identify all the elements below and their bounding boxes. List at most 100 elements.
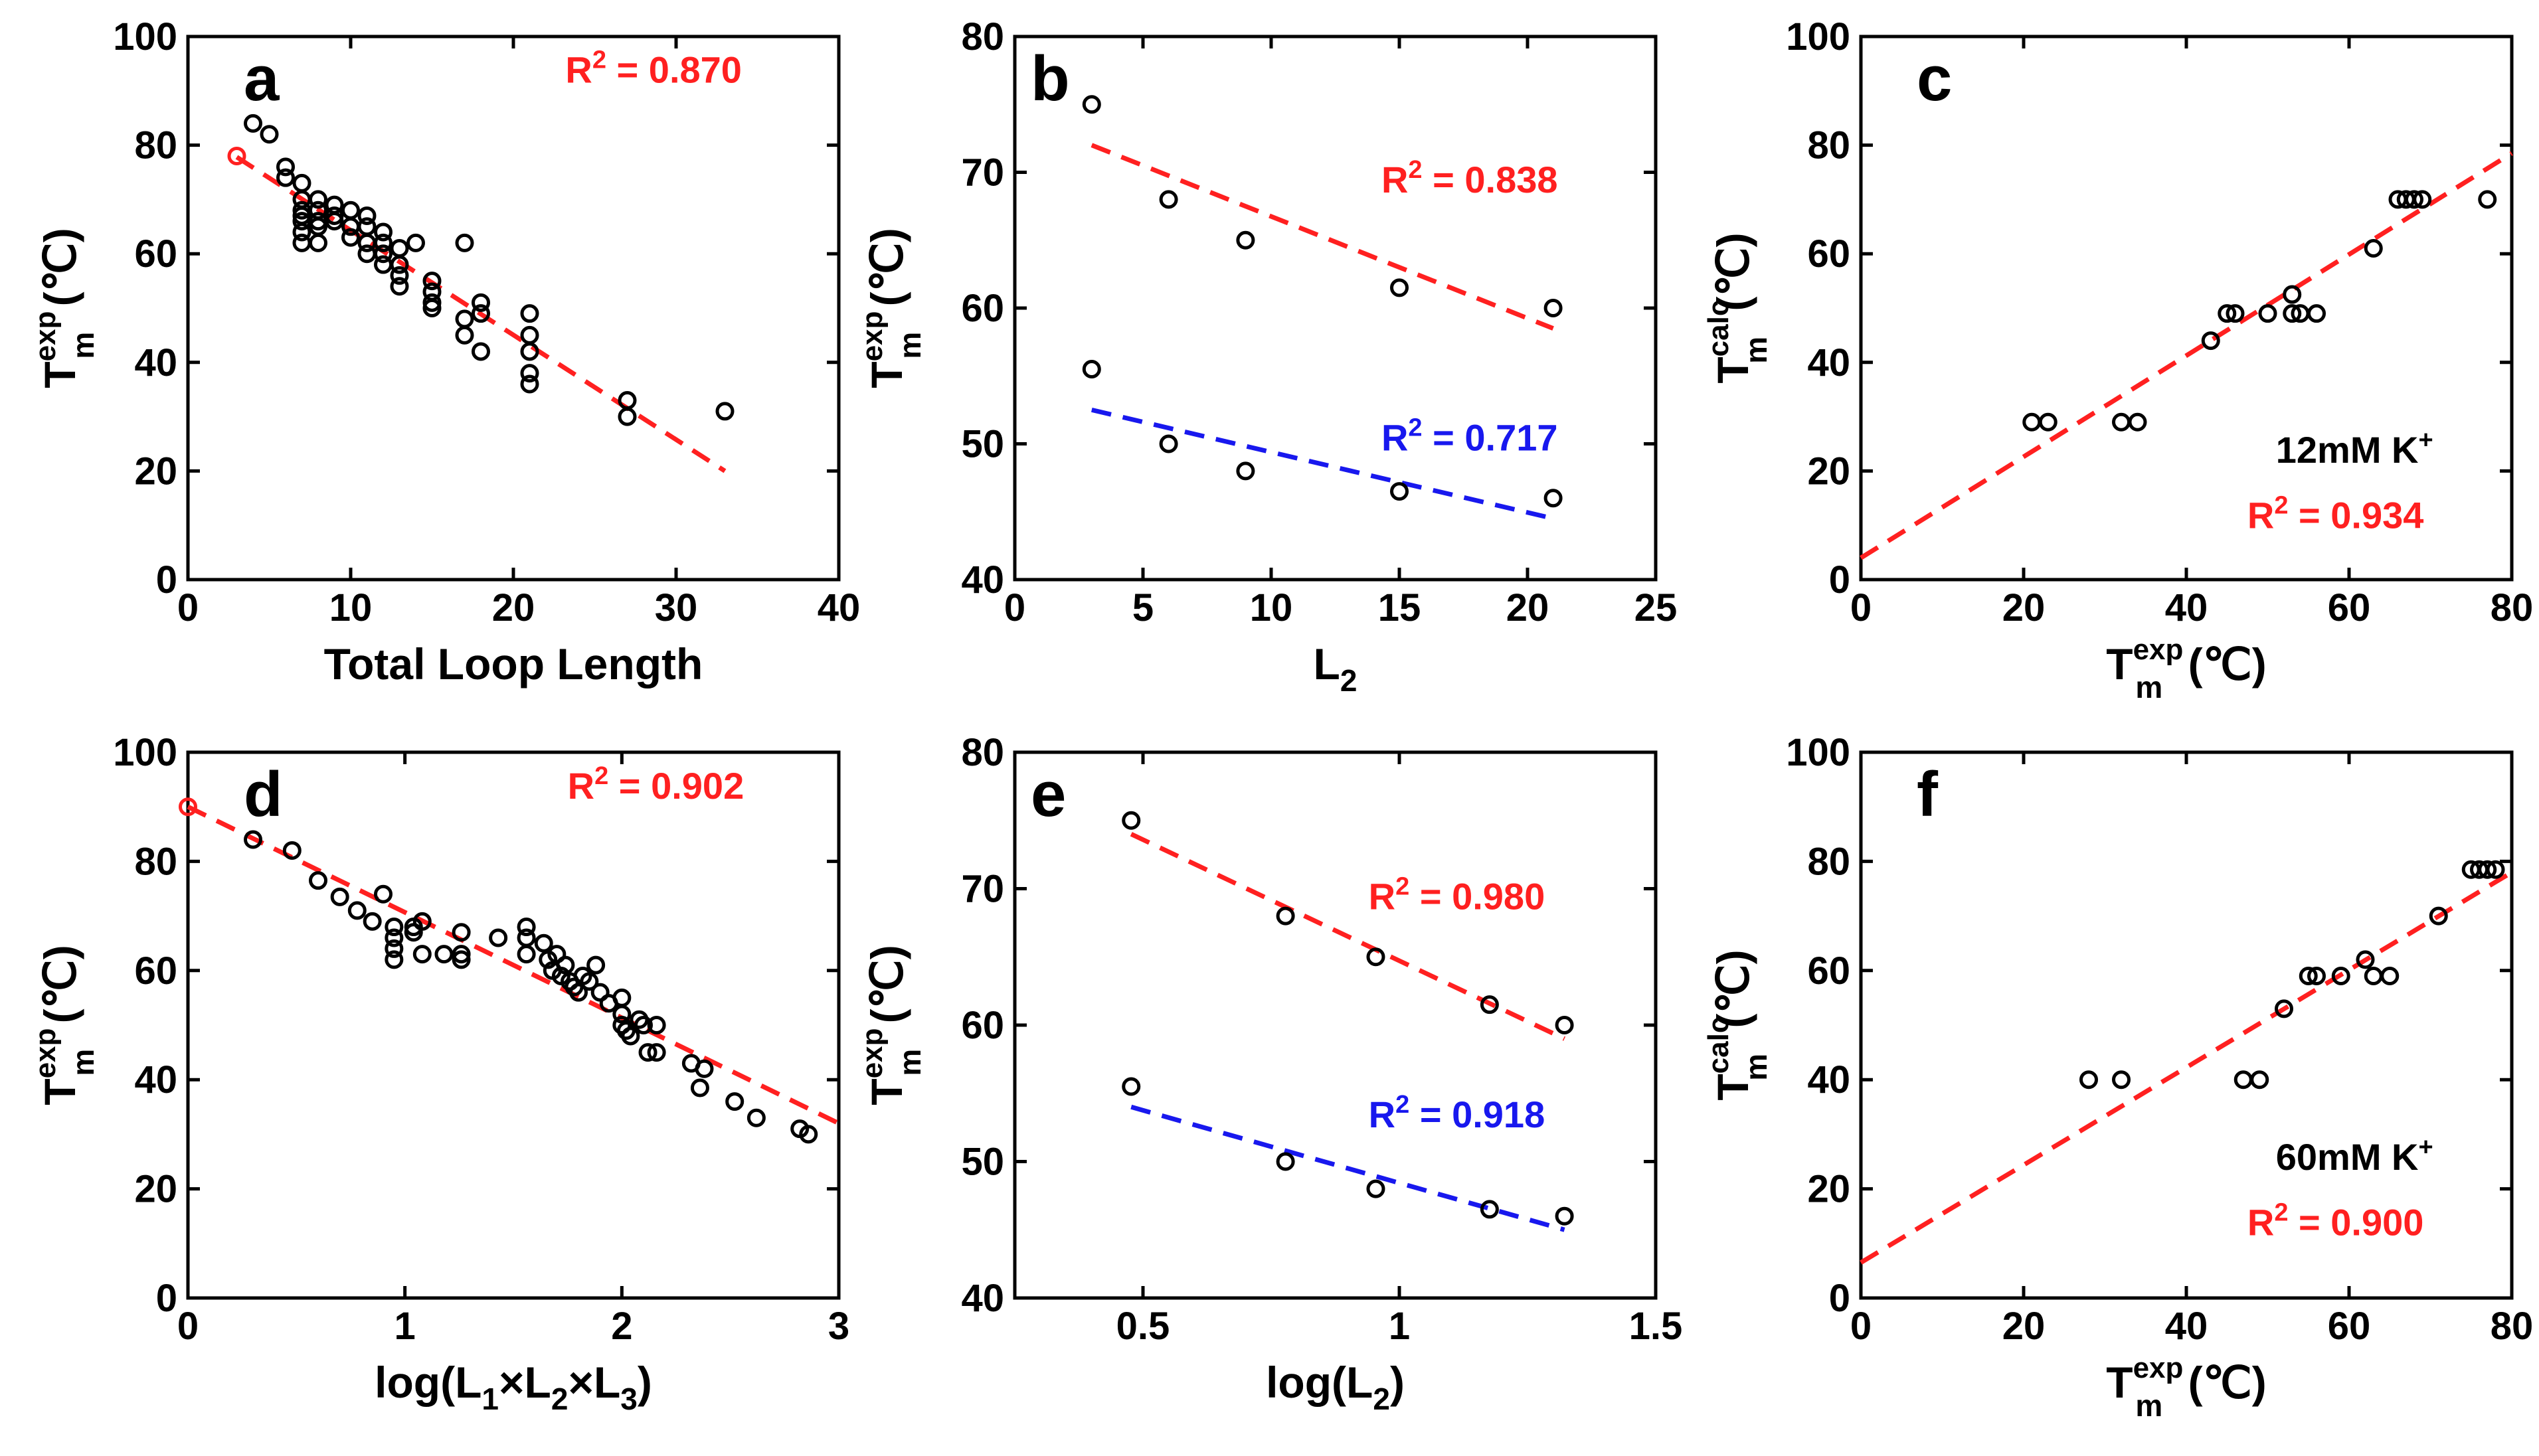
data-point: [2022, 412, 2042, 432]
x-tick-label: 2: [611, 1305, 632, 1348]
y-tick-label: 0: [1829, 1277, 1850, 1320]
data-point: [292, 173, 311, 193]
annotation-text: R2 = 0.902: [568, 762, 744, 807]
data-point: [1236, 461, 1255, 481]
data-point: [276, 157, 295, 177]
x-tick-label: 80: [2491, 1305, 2534, 1348]
data-point: [520, 342, 539, 361]
data-point: [621, 1026, 640, 1046]
data-point: [1122, 1077, 1141, 1096]
data-point: [357, 206, 377, 225]
y-tick-label: 60: [1807, 949, 1850, 993]
data-point: [2079, 1070, 2098, 1090]
data-point: [2307, 304, 2326, 323]
data-point: [534, 933, 553, 953]
y-tick-label: 80: [1807, 124, 1850, 167]
data-point: [309, 233, 327, 252]
data-point: [325, 206, 344, 225]
data-point: [455, 233, 474, 252]
y-tick-label: 60: [1807, 232, 1850, 276]
data-point: [2307, 967, 2326, 986]
annotation-text: R2 = 0.838: [1381, 156, 1558, 201]
data-point: [330, 887, 349, 906]
y-tick-label: 40: [134, 1058, 177, 1101]
data-point: [586, 955, 606, 975]
data-point: [520, 364, 539, 383]
axes-frame: [186, 35, 841, 582]
panel-b: 0 5 10 15 20 25 40 50 60 70 80 b R2 = 0.838 R2 = 0.71…: [856, 15, 1677, 698]
annotation-text: R2 = 0.980: [1369, 872, 1545, 917]
data-point: [1236, 230, 1255, 250]
panel-letter: c: [1917, 43, 1952, 114]
data-point: [2486, 860, 2505, 879]
data-point: [2331, 967, 2350, 986]
x-tick-label: 1: [394, 1305, 416, 1348]
data-point: [2429, 906, 2448, 926]
data-point: [282, 841, 302, 860]
y-tick-label: 100: [1786, 731, 1850, 774]
x-axis-label: Texp m (℃): [2106, 633, 2266, 704]
data-point: [2380, 967, 2400, 986]
x-tick-label: 0: [177, 586, 199, 629]
y-tick-label: 50: [961, 1141, 1004, 1184]
data-point: [390, 255, 409, 274]
data-point: [244, 830, 262, 849]
panel-letter: d: [244, 759, 283, 830]
x-tick-label: 30: [655, 586, 698, 629]
data-point: [347, 901, 367, 920]
y-tick-label: 70: [961, 868, 1004, 911]
annotation-text: R2 = 0.934: [2247, 491, 2424, 536]
y-tick-label: 80: [1807, 840, 1850, 883]
data-point: [2218, 304, 2237, 323]
data-point: [725, 1092, 744, 1111]
data-point: [357, 217, 377, 236]
data-point: [489, 928, 508, 947]
panel-e: 0.5 1 1.5 40 50 60 70 80 e R2 = 0.980 R2 = 0.918 lo…: [856, 731, 1682, 1416]
x-axis-label: log(L2): [1266, 1358, 1405, 1416]
data-point: [569, 983, 588, 1002]
x-tick-label: 20: [1506, 586, 1549, 629]
data-point: [2250, 1070, 2269, 1090]
y-tick-label: 20: [134, 449, 177, 493]
data-point: [2478, 860, 2497, 879]
data-point: [2356, 950, 2375, 969]
data-point: [1366, 1179, 1385, 1198]
y-tick-label: 40: [961, 1277, 1004, 1320]
data-point: [520, 304, 539, 323]
data-point: [472, 342, 490, 361]
y-tick-label: 80: [134, 124, 177, 167]
y-tick-label: 20: [134, 1168, 177, 1211]
y-tick-label: 40: [961, 558, 1004, 602]
y-tick-label: 100: [113, 15, 177, 58]
data-point: [390, 239, 409, 258]
data-point: [2283, 304, 2302, 323]
y-tick-label: 80: [134, 840, 177, 883]
panel-f: 0 20 40 60 80 0 20 40 60 80 100 f 60mM K+ R2 = 0.900 T…: [1702, 731, 2533, 1423]
y-tick-label: 40: [134, 341, 177, 384]
data-point: [472, 304, 490, 323]
data-point: [363, 912, 382, 931]
data-point: [1082, 95, 1101, 114]
fit-line-red: [1130, 832, 1566, 1041]
y-axis-label: Tcalc m (℃): [1702, 949, 1773, 1100]
data-point: [2275, 999, 2293, 1018]
data-point: [385, 939, 404, 958]
x-tick-label: 20: [492, 586, 535, 629]
y-tick-label: 50: [961, 423, 1004, 466]
fit-line-red: [187, 805, 840, 1126]
fit-line-red: [235, 155, 727, 473]
data-point: [390, 277, 409, 296]
data-point: [520, 325, 539, 345]
x-axis-label: log(L1×L2×L3): [375, 1358, 652, 1416]
annotation-text: 60mM K+: [2276, 1133, 2433, 1178]
data-point: [612, 1005, 632, 1024]
data-point: [638, 1043, 657, 1062]
data-point: [580, 972, 599, 991]
data-point: [374, 233, 393, 252]
data-point: [341, 201, 360, 220]
data-point: [647, 1016, 666, 1034]
panel-letter: e: [1031, 759, 1066, 830]
panel-letter: a: [244, 43, 280, 114]
x-tick-label: 15: [1378, 586, 1421, 629]
y-tick-label: 60: [961, 1004, 1004, 1047]
